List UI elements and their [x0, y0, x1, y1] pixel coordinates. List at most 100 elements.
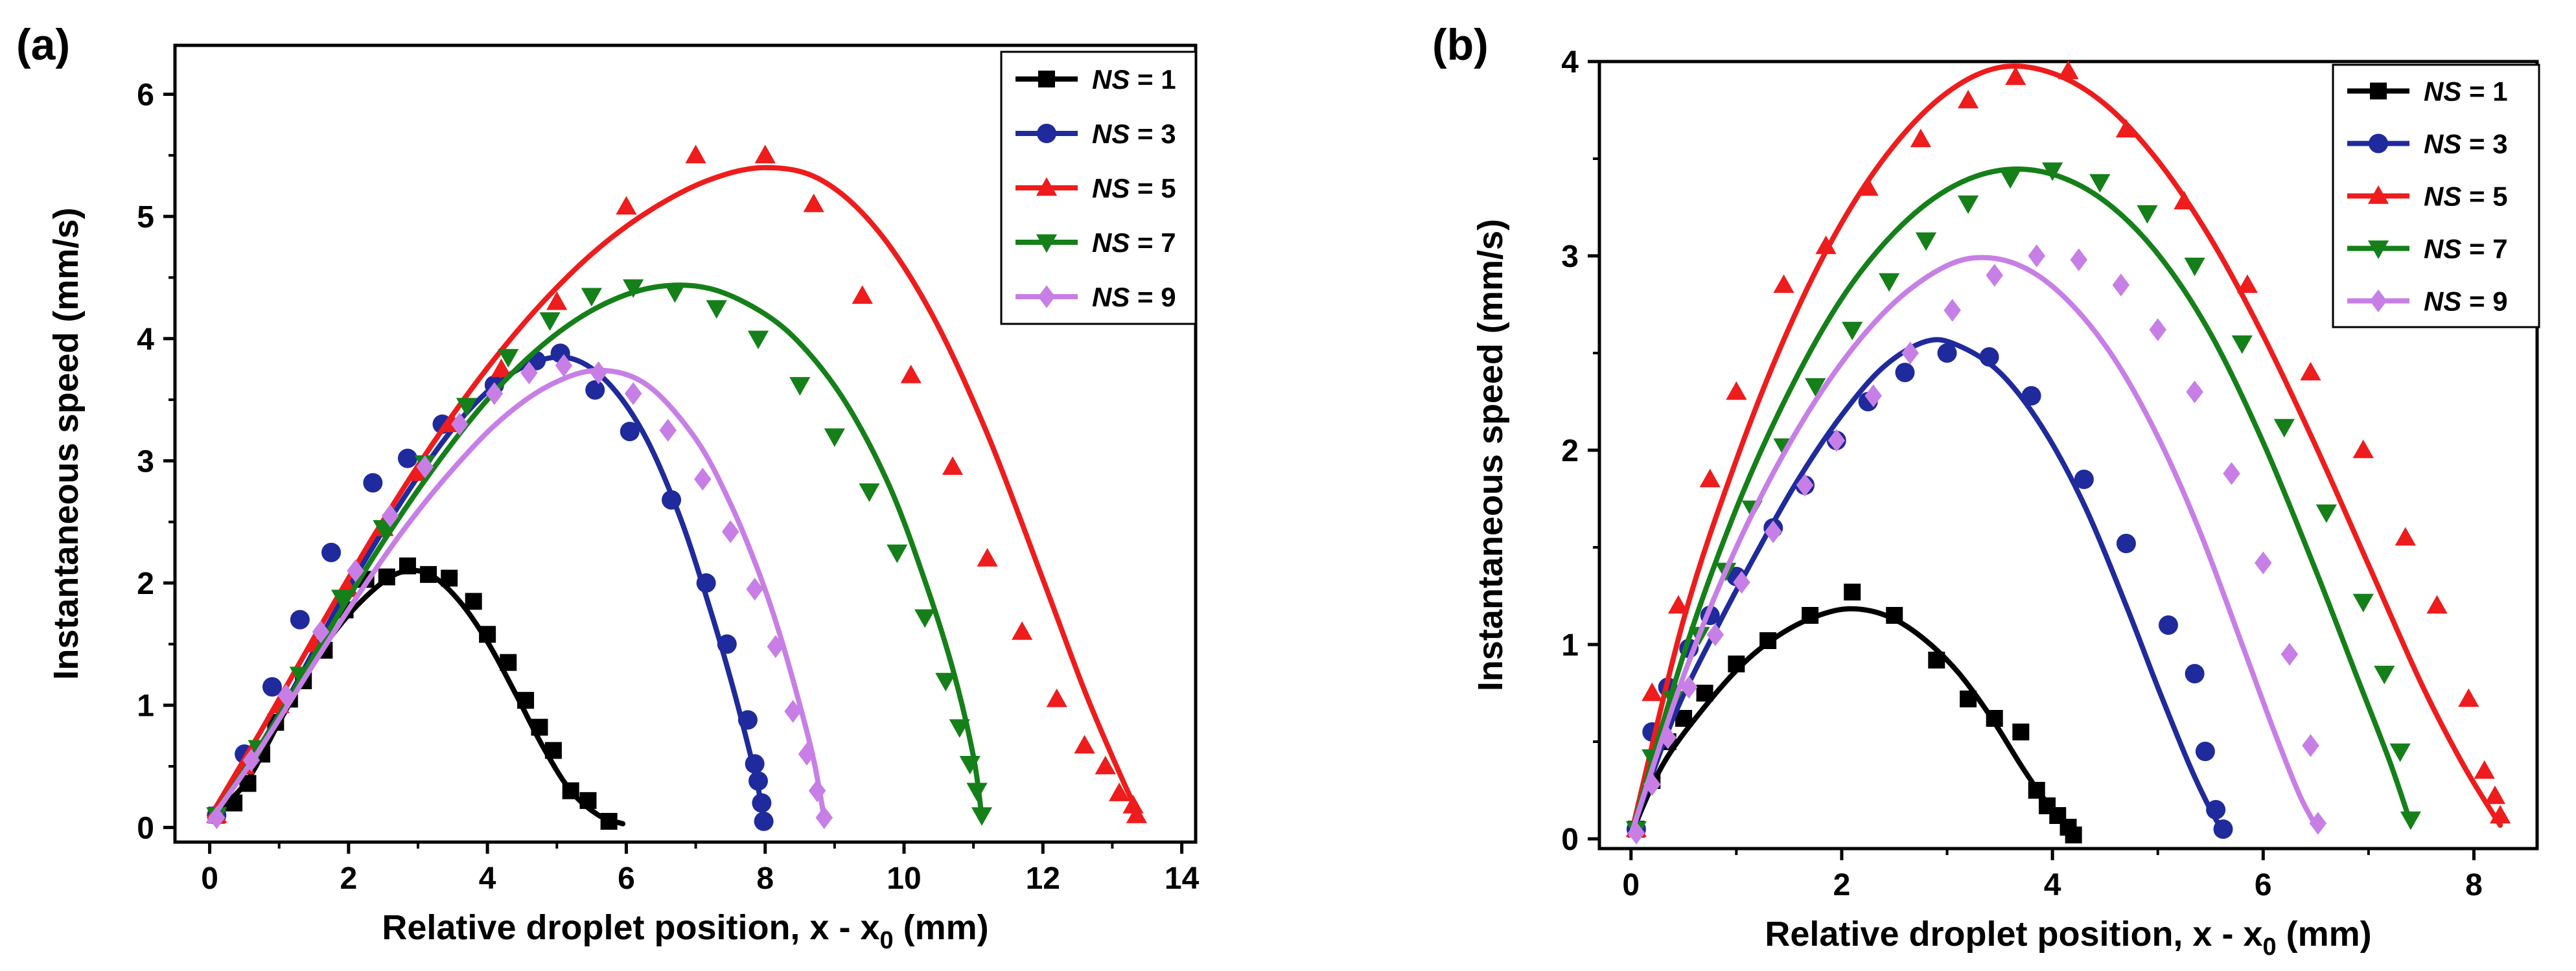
- data-point-ns9: [416, 455, 434, 479]
- data-point-ns3: [696, 573, 716, 593]
- data-point-ns5: [2174, 190, 2195, 210]
- data-point-ns9: [242, 748, 261, 772]
- data-point-ns1: [399, 557, 416, 575]
- data-point-ns7: [664, 284, 686, 303]
- data-point-ns5: [1857, 177, 1879, 196]
- data-point-ns7: [498, 348, 519, 368]
- x-tick-label: 0: [201, 862, 218, 896]
- data-point-ns7: [2089, 174, 2111, 193]
- legend-label: NS = 9: [2424, 286, 2508, 317]
- data-point-ns9: [1659, 726, 1677, 749]
- data-point-ns5: [2395, 527, 2416, 546]
- y-tick-label: 2: [137, 567, 154, 601]
- data-point-ns3: [754, 811, 774, 831]
- data-point-ns1: [420, 565, 437, 583]
- y-tick-label: 6: [137, 78, 154, 112]
- series-ns3: [207, 343, 774, 831]
- data-point-ns5: [1642, 682, 1663, 702]
- data-point-ns9: [555, 354, 573, 377]
- series-ns7: [206, 279, 993, 826]
- data-point-ns7: [581, 288, 602, 307]
- y-tick-label: 3: [1561, 240, 1579, 274]
- data-point-ns5: [852, 285, 873, 304]
- data-point-ns9: [815, 806, 833, 829]
- data-point-ns7: [914, 609, 936, 628]
- series-ns5: [1625, 60, 2511, 838]
- data-point-ns5: [2058, 60, 2079, 80]
- data-point-ns7: [966, 783, 988, 802]
- data-point-ns7: [2389, 743, 2411, 762]
- legend-label: NS = 7: [1092, 227, 1176, 258]
- fit-line-ns9: [1628, 255, 2321, 838]
- x-tick-label: 4: [2044, 868, 2061, 902]
- data-point-ns7: [789, 377, 811, 396]
- series-ns9: [207, 354, 833, 829]
- fit-line-ns7: [207, 282, 984, 824]
- data-point-ns3: [1895, 363, 1915, 382]
- data-point-ns3: [2185, 664, 2205, 683]
- data-point-ns3: [2206, 800, 2226, 819]
- x-tick-label: 10: [887, 862, 921, 896]
- data-point-ns9: [347, 559, 364, 582]
- data-point-ns7: [2315, 504, 2337, 523]
- fit-line-ns7: [1628, 166, 2413, 838]
- legend-label: NS = 9: [1092, 282, 1176, 312]
- panel-label: (b): [1432, 20, 1489, 69]
- fit-line-ns3: [207, 354, 767, 824]
- data-point-ns5: [2474, 760, 2495, 779]
- legend-marker: [2369, 133, 2388, 154]
- data-point-ns5: [407, 462, 429, 481]
- data-point-ns7: [887, 544, 908, 564]
- data-point-ns5: [2352, 439, 2374, 459]
- data-point-ns1: [600, 812, 618, 830]
- data-point-ns1: [1696, 685, 1713, 702]
- data-point-ns1: [1986, 710, 2003, 727]
- legend-marker: [1037, 124, 1056, 143]
- y-tick-label: 0: [1561, 823, 1579, 857]
- data-point-ns7: [1957, 195, 1979, 214]
- data-point-ns5: [1815, 235, 1837, 255]
- data-point-ns5: [2005, 66, 2026, 86]
- y-tick-label: 1: [137, 689, 154, 724]
- data-point-ns7: [2137, 205, 2158, 224]
- data-point-ns3: [752, 793, 772, 813]
- data-point-ns9: [2255, 551, 2272, 575]
- data-point-ns5: [1726, 381, 1747, 400]
- data-point-ns3: [290, 610, 310, 630]
- plot-frame: [173, 43, 1198, 844]
- data-point-ns1: [465, 593, 482, 610]
- data-point-ns7: [824, 428, 845, 448]
- data-point-ns1: [1802, 607, 1819, 624]
- fit-line-ns5: [1628, 63, 2503, 838]
- data-point-ns9: [798, 742, 816, 766]
- data-point-ns7: [706, 300, 727, 319]
- x-tick-label: 8: [2465, 868, 2483, 902]
- data-point-ns7: [1999, 170, 2021, 189]
- legend-item: NS = 5: [2347, 181, 2508, 212]
- data-point-ns9: [659, 418, 677, 442]
- data-point-ns1: [562, 782, 579, 799]
- data-point-ns9: [2149, 318, 2166, 341]
- data-point-ns5: [2458, 688, 2479, 707]
- legend-label: NS = 5: [1092, 173, 1176, 203]
- data-point-ns7: [2374, 665, 2395, 685]
- legend-label: NS = 1: [2424, 76, 2508, 107]
- data-point-ns3: [2213, 819, 2233, 839]
- data-point-ns5: [1126, 805, 1148, 823]
- data-point-ns9: [2186, 380, 2203, 404]
- legend-item: NS = 7: [2347, 234, 2508, 264]
- data-point-ns7: [1915, 232, 1937, 251]
- legend-label: NS = 3: [2424, 129, 2508, 159]
- data-point-ns3: [2195, 742, 2215, 761]
- data-point-ns5: [1957, 89, 1979, 109]
- data-point-ns9: [2309, 812, 2327, 835]
- data-point-ns3: [2158, 615, 2178, 635]
- data-point-ns7: [859, 483, 880, 502]
- data-point-ns5: [942, 456, 964, 475]
- data-point-ns5: [1012, 621, 1033, 640]
- data-point-ns5: [1074, 735, 1095, 754]
- fit-line-ns1: [207, 567, 626, 827]
- data-point-ns9: [451, 413, 469, 436]
- data-point-ns5: [1699, 468, 1721, 488]
